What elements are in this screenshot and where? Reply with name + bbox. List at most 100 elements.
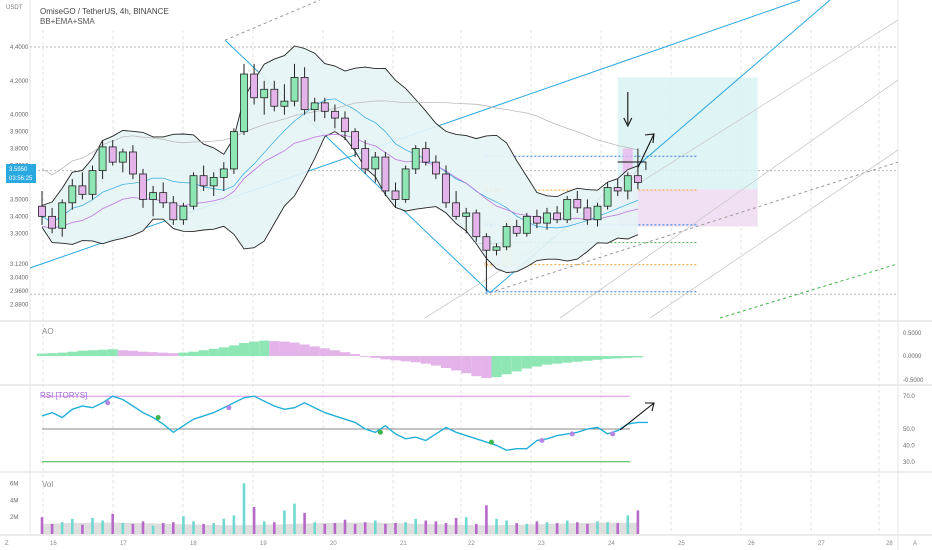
ao-tick-label: 0.0000: [903, 354, 922, 360]
candle: [179, 202, 188, 225]
candle: [229, 128, 238, 174]
candle: [199, 165, 208, 191]
price-tick-label: 4.4000: [10, 45, 29, 51]
ao-bar: [77, 350, 88, 356]
candle-body: [634, 175, 642, 183]
candle-body: [502, 226, 511, 248]
candle: [472, 209, 481, 242]
volume-bar: [374, 520, 377, 534]
candle: [139, 168, 147, 208]
price-tick-label: 3.4000: [10, 214, 29, 220]
ao-bar: [57, 352, 68, 356]
time-tick-label: 26: [748, 541, 755, 547]
candle: [240, 63, 248, 136]
candle-body: [563, 199, 572, 221]
candle-body: [330, 110, 339, 119]
candle: [573, 190, 582, 213]
candle-body: [512, 226, 521, 234]
candle: [330, 104, 339, 129]
candle-body: [48, 215, 56, 229]
volume-ma-area: [42, 522, 638, 534]
candle-body: [351, 131, 360, 149]
volume-bar: [71, 518, 74, 534]
candle: [38, 190, 46, 225]
volume-bar: [444, 523, 448, 534]
candle: [98, 140, 107, 180]
ao-bar: [249, 341, 260, 356]
ao-tick-label: -0.5000: [903, 378, 924, 384]
candle: [310, 97, 319, 122]
candle: [68, 179, 77, 210]
candle: [603, 182, 612, 210]
candle: [381, 151, 390, 197]
ao-bar: [289, 342, 300, 356]
candle-body: [543, 212, 551, 224]
currency-label: USDT: [6, 5, 23, 11]
price-tick-label: 2.9600: [10, 289, 29, 295]
rsi-pivot-dot: [488, 439, 494, 445]
ao-bar: [430, 356, 441, 366]
ao-bar: [410, 356, 421, 363]
candle: [583, 199, 592, 225]
candle-body: [623, 175, 632, 192]
candle-body: [442, 173, 450, 204]
volume-bar: [384, 523, 387, 534]
ao-bar: [552, 356, 563, 364]
candle: [543, 207, 551, 230]
ao-bar: [350, 354, 361, 356]
candle: [88, 165, 97, 200]
ao-bar: [592, 356, 603, 360]
candle: [431, 155, 440, 180]
volume-bar: [404, 522, 407, 534]
volume-bar: [81, 524, 84, 534]
candle-body: [209, 176, 218, 187]
candle: [108, 140, 117, 166]
ao-bar: [67, 351, 78, 356]
candle-body: [189, 175, 198, 207]
candle-body: [603, 187, 612, 207]
volume-bar: [343, 519, 347, 534]
candle: [502, 223, 511, 251]
candle-body: [411, 148, 420, 170]
ao-bar: [632, 356, 643, 358]
ao-bar: [360, 356, 371, 357]
candle: [593, 202, 602, 227]
candle-body: [199, 175, 208, 187]
ao-tick-label: 0.5000: [903, 331, 922, 337]
candle-body: [310, 102, 319, 111]
candle: [391, 182, 400, 208]
fib-level-label: 0.786: [484, 263, 500, 269]
price-tick-label: 3.5000: [10, 197, 29, 203]
volume-bar: [475, 523, 478, 534]
price-tick-label: 3.9000: [10, 130, 29, 136]
ao-bar: [531, 356, 542, 367]
axis-corner-left: Z: [5, 541, 9, 547]
ao-bar: [138, 351, 149, 356]
down-arrow-head: [623, 117, 633, 128]
ao-bar: [259, 340, 270, 356]
candle: [341, 111, 349, 141]
volume-bar: [353, 523, 357, 534]
volume-bar: [91, 517, 94, 534]
last-price-value: 3.5950: [9, 167, 28, 173]
candle-body: [593, 205, 602, 221]
volume-bar: [434, 521, 438, 534]
indicator-legend: BB+EMA+SMA: [40, 17, 95, 26]
ao-bar: [420, 356, 431, 364]
channel-line: [559, 79, 899, 319]
rsi-tick-label: 50.0: [903, 427, 915, 433]
ao-bar: [37, 353, 48, 356]
candle-body: [391, 190, 400, 200]
volume-bar: [212, 523, 215, 534]
price-tick-label: 3.8000: [10, 147, 29, 153]
candle-body: [482, 236, 491, 251]
ao-bar: [451, 356, 462, 371]
ao-bar: [521, 356, 532, 369]
candle-body: [280, 100, 289, 107]
ao-bar: [47, 353, 58, 356]
ao-bar: [319, 348, 330, 356]
candle-body: [421, 148, 430, 163]
fib-level-label: 1: [484, 290, 488, 296]
volume-tick-label: 4M: [10, 498, 18, 504]
